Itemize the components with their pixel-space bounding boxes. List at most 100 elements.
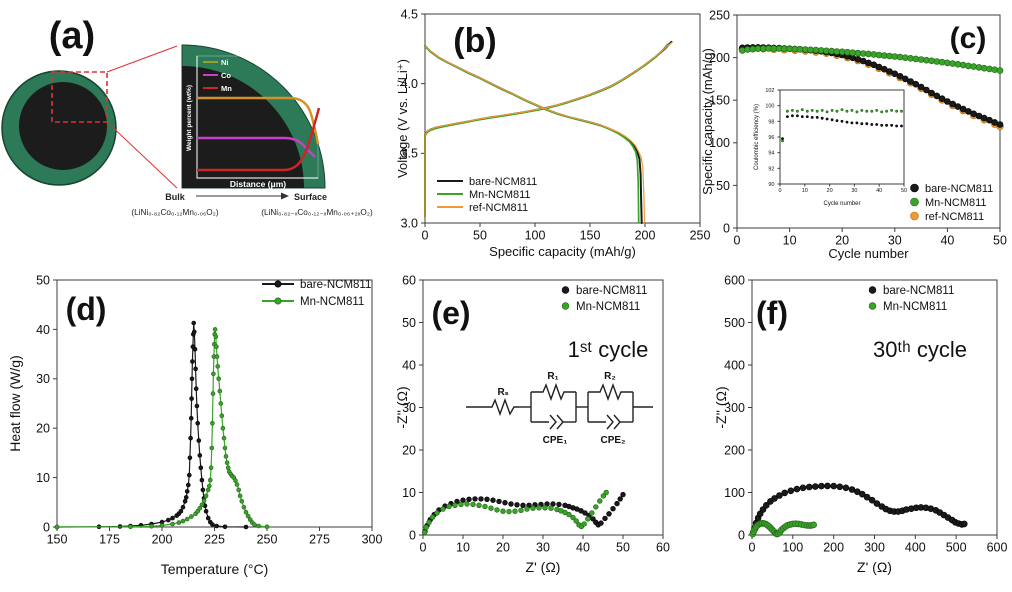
svg-text:Mn-NCM811: Mn-NCM811 — [469, 189, 531, 201]
svg-text:(e): (e) — [431, 295, 470, 331]
svg-text:600: 600 — [724, 273, 745, 287]
svg-text:bare-NCM811: bare-NCM811 — [469, 176, 537, 188]
svg-text:(f): (f) — [756, 295, 788, 331]
bulk-formula: (LiNi₀.₈₂Co₀.₁₂Mn₀.₀₆O₂) — [131, 208, 218, 217]
svg-text:40: 40 — [402, 358, 416, 372]
svg-text:90: 90 — [768, 182, 774, 188]
legend-co-label: Co — [221, 71, 231, 80]
panel-a-label: (a) — [49, 15, 95, 57]
bulk-surface-arrowhead — [281, 192, 289, 200]
svg-text:40: 40 — [36, 323, 50, 337]
roi-connector-top — [106, 45, 178, 73]
svg-text:Z' (Ω): Z' (Ω) — [526, 559, 561, 575]
svg-text:96: 96 — [768, 135, 774, 141]
svg-text:-Z'' (Ω): -Z'' (Ω) — [395, 386, 410, 428]
svg-text:30: 30 — [851, 188, 857, 194]
svg-text:40: 40 — [876, 188, 882, 194]
svg-text:400: 400 — [724, 358, 745, 372]
svg-text:200: 200 — [635, 229, 656, 243]
svg-text:10: 10 — [402, 486, 416, 500]
svg-text:0: 0 — [723, 221, 730, 235]
epma-ylabel: Weight percent (wt%) — [186, 85, 193, 151]
equivalent-circuit: Rₛ R₁ R₂ CPE₁ CPE₂ — [466, 371, 653, 446]
svg-text:50: 50 — [901, 188, 907, 194]
svg-text:Specific capacity (mAh/g): Specific capacity (mAh/g) — [489, 244, 636, 259]
panel-a-schematic: (a) Weight percent (wt%) Distance (μm) N… — [0, 0, 395, 262]
svg-text:600: 600 — [987, 541, 1008, 555]
epma-mn-profile — [197, 107, 321, 172]
svg-text:Specific capacity (mAh/g): Specific capacity (mAh/g) — [700, 48, 715, 195]
svg-text:40: 40 — [576, 541, 590, 555]
svg-text:0: 0 — [422, 229, 429, 243]
svg-text:4.5: 4.5 — [401, 7, 418, 21]
svg-text:100: 100 — [724, 486, 745, 500]
svg-text:ref-NCM811: ref-NCM811 — [469, 202, 528, 214]
svg-text:250: 250 — [690, 229, 710, 243]
panel-c-chart: 0 10 20 30 40 50 0 50 100 150 200 250 Cycle number Sp… — [700, 0, 1012, 262]
svg-text:bare-NCM811: bare-NCM811 — [883, 285, 954, 297]
svg-text:100: 100 — [782, 541, 803, 555]
svg-text:30: 30 — [402, 401, 416, 415]
svg-text:300: 300 — [362, 533, 383, 547]
svg-text:20: 20 — [36, 422, 50, 436]
svg-text:500: 500 — [724, 316, 745, 330]
svg-text:60: 60 — [402, 273, 416, 287]
svg-text:60: 60 — [656, 541, 670, 555]
svg-text:0: 0 — [420, 541, 427, 555]
svg-text:102: 102 — [765, 88, 774, 94]
particle-core — [19, 82, 107, 170]
svg-text:Cycle number: Cycle number — [823, 201, 860, 207]
chart-svg-e: 0 10 20 30 40 50 60 0 10 20 30 40 50 60 Z' (Ω) -Z'' (Ω)… — [395, 273, 670, 575]
epma-co-profile — [197, 136, 316, 158]
panel-b-chart: 0 50 100 150 200 250 3.0 3.5 4.0 4.5 Specific capa… — [395, 0, 710, 262]
svg-text:10: 10 — [456, 541, 470, 555]
svg-text:(c): (c) — [950, 22, 987, 55]
svg-text:1ˢᵗ cycle: 1ˢᵗ cycle — [568, 337, 649, 362]
circuit-r1-resistor — [531, 382, 576, 402]
legend-mn-label: Mn — [221, 84, 232, 93]
panel-d-chart: 150 175 200 225 250 275 300 0 10 20 30 40 50 Temperat… — [0, 262, 395, 592]
svg-text:50: 50 — [993, 234, 1007, 248]
svg-text:bare-NCM811: bare-NCM811 — [300, 279, 371, 291]
svg-text:30: 30 — [536, 541, 550, 555]
svg-text:Mn-NCM811: Mn-NCM811 — [300, 296, 364, 308]
svg-text:0: 0 — [43, 520, 50, 534]
svg-text:30ᵗʰ cycle: 30ᵗʰ cycle — [873, 337, 967, 362]
svg-text:Voltage (V vs. Li/Li⁺): Voltage (V vs. Li/Li⁺) — [395, 59, 410, 178]
svg-text:10: 10 — [783, 234, 797, 248]
svg-text:20: 20 — [835, 234, 849, 248]
chart-svg-ci: 0 10 20 30 40 50 90 92 94 96 98 100 102 Cycle number C… — [754, 88, 907, 207]
svg-text:3.5: 3.5 — [401, 147, 418, 161]
svg-text:200: 200 — [709, 51, 730, 65]
surface-formula: (LiNi₀.₈₂₋ₓCo₀.₁₂₋ₓMn₀.₀₆₊₂ₓO₂) — [261, 208, 373, 217]
svg-text:400: 400 — [905, 541, 926, 555]
svg-text:30: 30 — [36, 372, 50, 386]
svg-text:-Z'' (Ω): -Z'' (Ω) — [713, 386, 729, 428]
svg-text:200: 200 — [823, 541, 844, 555]
chart-svg-b: 0 50 100 150 200 250 3.0 3.5 4.0 4.5 Specific capa… — [395, 7, 710, 259]
svg-text:Cycle number: Cycle number — [828, 246, 909, 261]
svg-text:50: 50 — [473, 229, 487, 243]
svg-text:50: 50 — [716, 179, 730, 193]
svg-text:100: 100 — [765, 104, 774, 110]
svg-text:Coulombic efficiency (%): Coulombic efficiency (%) — [754, 104, 760, 170]
panel-f-chart: 0 100 200 300 400 500 600 0 100 200 300 400 500 600 Z'… — [700, 262, 1012, 592]
svg-text:225: 225 — [204, 533, 225, 547]
svg-text:20: 20 — [496, 541, 510, 555]
svg-text:250: 250 — [257, 533, 278, 547]
circuit-cpe1-label: CPE₁ — [543, 435, 568, 446]
svg-text:10: 10 — [36, 471, 50, 485]
svg-text:175: 175 — [99, 533, 120, 547]
circuit-r1-label: R₁ — [547, 371, 558, 382]
circuit-rs-resistor — [488, 397, 519, 417]
circuit-cpe2-a — [606, 414, 614, 430]
circuit-r2-label: R₂ — [604, 371, 616, 382]
svg-text:Heat flow (W/g): Heat flow (W/g) — [7, 355, 23, 451]
svg-text:(d): (d) — [66, 291, 107, 327]
svg-text:10: 10 — [802, 188, 808, 194]
legend-ni-label: Ni — [221, 58, 229, 67]
svg-text:200: 200 — [724, 443, 745, 457]
svg-text:20: 20 — [827, 188, 833, 194]
